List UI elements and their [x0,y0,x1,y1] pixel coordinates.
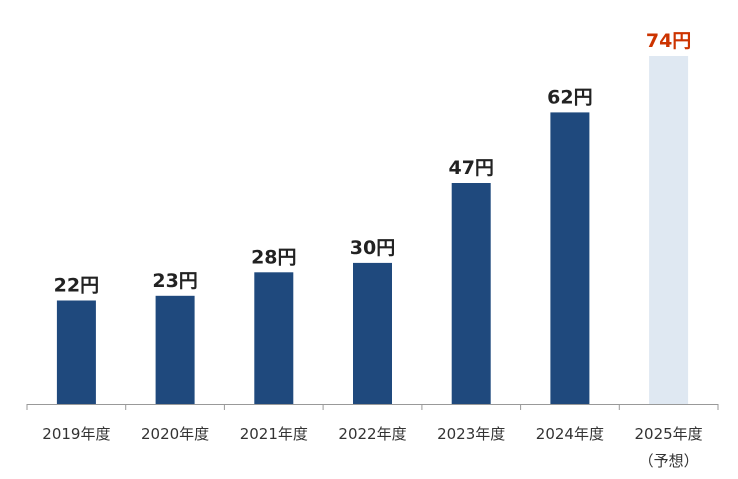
bar [155,295,195,404]
x-axis [26,404,719,410]
bars-layer [56,56,689,405]
x-tick-note: （予想） [639,452,699,470]
bar [353,262,392,404]
category-labels-layer: 2019年度 2020年度 2021年度 2022年度 2023年度 2024年度 2025… [42,425,702,470]
x-tick-label: 2024年度 [536,425,604,443]
bar [451,183,491,404]
x-tick-label: 2023年度 [437,425,505,443]
x-tick-label: 2022年度 [338,425,406,443]
data-label: 47円 [448,157,493,179]
data-label: 23円 [152,270,197,292]
data-label: 62円 [547,86,592,108]
x-tick-label: 2020年度 [141,425,209,443]
data-label: 22円 [54,275,99,297]
data-label: 74円 [646,30,691,52]
value-labels-layer: 22円 23円 28円 30円 47円 62円 74円 [54,30,692,297]
bar [550,112,590,405]
x-tick-label: 2019年度 [42,425,110,443]
data-label: 28円 [251,246,296,268]
x-tick-label: 2021年度 [240,425,308,443]
x-tick-label: 2025年度 [635,425,703,443]
bar [56,300,96,404]
bar [254,272,294,404]
data-label: 30円 [350,237,395,259]
bar-forecast [649,56,689,404]
